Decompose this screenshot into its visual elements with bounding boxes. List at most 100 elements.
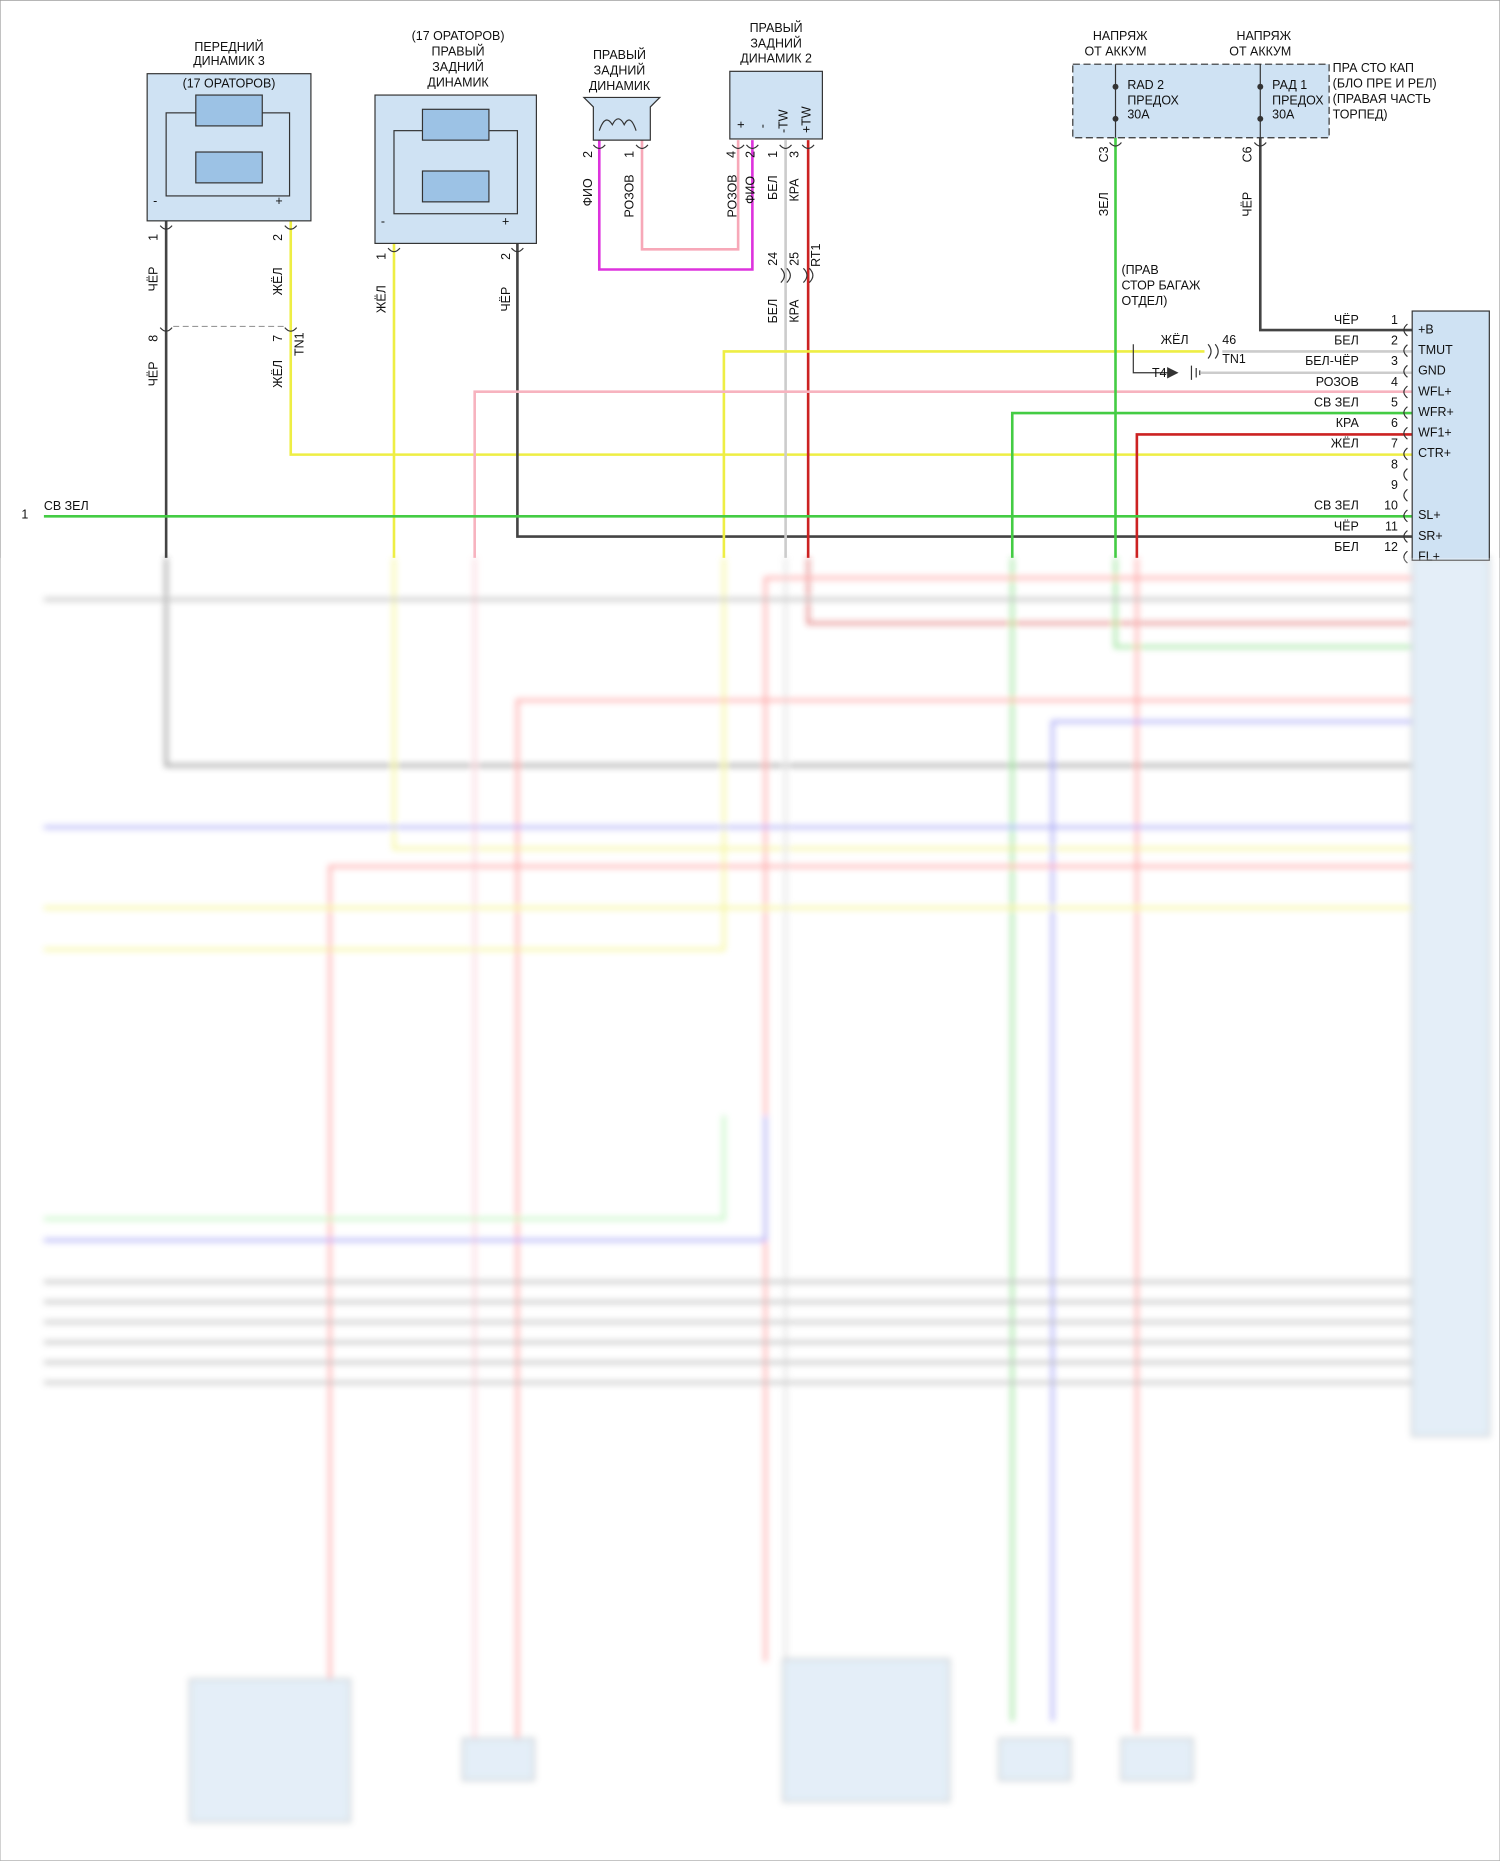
fuse-label: РАД 1 [1272,78,1307,92]
vertical-label: 4 [724,151,738,158]
label: НАПРЯЖ [1093,29,1148,43]
label: ПРАВЫЙ [432,44,485,59]
label: ПРАВЫЙ [750,20,803,35]
speaker-coil [421,170,490,203]
signal: CTR+ [1418,446,1451,460]
ground-name: T4 [1152,366,1167,380]
vertical-label: 2 [743,151,757,158]
vertical-label: БЕЛ [766,299,780,324]
wire [473,390,1413,558]
vertical-label: TN1 [293,332,307,356]
label: (17 ОРАТОРОВ) [412,29,505,43]
pin-symbol [1403,385,1408,399]
vertical-label: RT1 [809,244,823,267]
signal: WFR+ [1418,405,1454,419]
pin-symbol [802,267,814,283]
vertical-label: C3 [1097,146,1111,162]
vertical-label: ЗЕЛ [1097,192,1111,216]
pin-symbol [1403,488,1408,502]
vertical-label: 1 [622,151,636,158]
label: ДИНАМИК [427,75,489,89]
label: ПРАВЫЙ [593,47,646,62]
vertical-label: ФИО [743,176,757,204]
vertical-label: 8 [147,335,161,342]
label: ЗАДНИЙ [594,63,646,78]
pin: 1 [1391,313,1398,327]
vertical-label: 7 [271,335,285,342]
wire [516,243,1413,538]
connector-box [1411,310,1490,561]
terminal: - [755,124,769,128]
label: ДИНАМИК [589,79,651,93]
wires [43,137,1413,558]
wire-label: БЕЛ-ЧЁР [1305,354,1359,368]
signal: WF1+ [1418,426,1452,440]
pin-symbol [1403,509,1408,523]
wire-label: БЕЛ [1334,540,1359,554]
pin-symbol [1403,530,1408,543]
pin: 9 [1391,478,1398,492]
location: (ПРАВ [1121,263,1158,277]
label: ОТ АККУМ [1085,45,1147,59]
vertical-label: ФИО [581,178,595,206]
fuse-contact [1112,83,1119,90]
location: СТОР БАГАЖ [1121,278,1200,292]
signal: WFL+ [1418,384,1452,398]
speaker-coil [195,94,263,127]
connector-symbol [1207,343,1219,359]
wire-label: КРА [1336,416,1360,430]
pin-symbol [1403,406,1408,420]
pin: 4 [1391,375,1398,389]
connector-name: TN1 [1222,352,1246,366]
vertical-label: ЧЁР [499,287,513,312]
signal: TMUT [1418,343,1453,357]
speaker-coil [421,108,490,141]
pin-symbol [1403,323,1408,337]
wire-label: РОЗОВ [1316,375,1359,389]
pin-symbol [1109,142,1122,147]
pin-symbol [635,144,649,150]
vertical-label: C6 [1241,146,1255,162]
vertical-label: ЧЁР [147,267,161,292]
speaker-box [582,96,662,141]
vertical-label: КРА [787,299,801,323]
fuse-label: RAD 2 [1127,78,1164,92]
pin-symbol [592,144,606,150]
signal: SL+ [1418,508,1441,522]
polarity: + [502,214,509,228]
vertical-label: ЖЁЛ [271,267,285,295]
terminal: + [734,121,748,128]
pin: 8 [1391,457,1398,471]
pin-symbol [1403,447,1408,461]
fuse-bus [1114,64,1261,138]
label: (17 ОРАТОРОВ) [183,77,276,91]
wire-label: СВ ЗЕЛ [1314,395,1359,409]
fuse-contact [1257,83,1264,90]
label: ЗАДНИЙ [432,59,484,74]
vertical-label: БЕЛ [766,175,780,200]
vertical-label: 1 [374,253,388,260]
signal: FL+ [1418,549,1440,563]
pin: 2 [1391,333,1398,347]
fade [0,557,1500,1861]
location: ОТДЕЛ) [1121,294,1167,308]
pin: 1 [21,507,28,521]
speaker-box [729,70,823,140]
pin-symbol [1403,550,1408,564]
ground-symbol [1167,365,1201,380]
label: ДИНАМИК 3 [193,54,265,68]
pin: 46 [1222,333,1236,347]
fuse-contact [1112,115,1119,122]
wire-label: ЧЁР [1334,519,1359,533]
polarity: - [153,194,157,208]
vertical-label: ЖЁЛ [374,285,388,313]
signal: SR+ [1418,529,1443,543]
pin-symbol [511,247,524,253]
vertical-label: 24 [766,252,780,266]
speaker-coil [195,151,263,184]
label: ПЕРЕДНИЙ [194,39,263,54]
wire-label: СВ ЗЕЛ [1314,499,1359,513]
vertical-label: 3 [787,151,801,158]
label: ЗАДНИЙ [750,35,802,50]
